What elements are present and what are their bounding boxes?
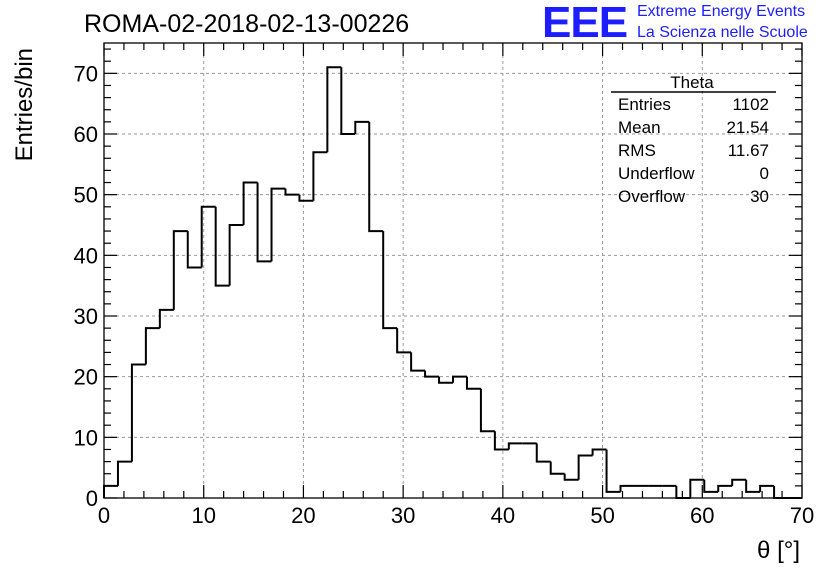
histogram-bin [731,478,747,486]
histogram-bin [284,188,300,196]
histogram-bin [270,187,286,262]
histogram-bin [619,484,635,492]
histogram-bin [438,376,453,384]
histogram-bin [116,460,132,486]
plot-frame [103,42,803,499]
histogram-bin [717,484,733,492]
histogram-bin [368,121,384,233]
stats-label-entries: Entries [618,95,671,114]
y-tick-label: 10 [74,425,98,450]
histogram-bin [759,484,775,492]
histogram-bin [452,375,467,383]
y-tick-label: 50 [74,183,98,208]
y-tick-label: 70 [74,61,98,86]
stats-title: Theta [670,73,714,92]
histogram-bin [103,484,118,498]
x-tick-label: 10 [191,503,215,528]
stats-value-overflow: 30 [750,187,769,206]
histogram-bin [214,206,230,287]
stats-label-underflow: Underflow [618,164,695,183]
y-tick-label: 30 [74,304,98,329]
histogram-bin [479,388,495,433]
histogram-bin [410,352,426,372]
brand-line-1: Extreme Energy Events [637,3,806,20]
histogram-bin [591,448,607,456]
brand-line-2: La Scienza nelle Scuole [637,24,808,41]
histogram-bin [703,479,719,493]
histogram-bin [563,473,579,481]
x-tick-label: 50 [590,503,614,528]
histogram-bin [172,230,188,310]
x-tick-label: 40 [491,503,515,528]
histogram-bin [507,442,523,450]
histogram-bin [773,485,789,499]
y-tick-label: 0 [86,486,98,511]
histogram-bin [158,308,174,329]
histogram-bin [340,67,356,135]
histogram-bin [312,151,328,201]
y-tick-label: 20 [74,365,98,390]
x-tick-label: 30 [391,503,415,528]
histogram-bin [130,363,146,462]
stats-label-rms: RMS [618,141,656,160]
histogram-bin [228,224,244,286]
histogram-bin [465,376,481,390]
y-axis-label: Entries/bin [11,48,38,161]
histogram-bin [577,454,593,480]
histogram-bin [605,449,621,493]
histogram-bin [493,431,509,451]
stats-value-entries: 1102 [732,95,769,114]
x-tick-label: 20 [291,503,315,528]
histogram-bin [298,194,314,202]
histogram-bin [144,327,160,365]
stats-value-mean: 21.54 [726,118,769,137]
histogram-bin [549,461,565,475]
histogram-bin [424,370,440,378]
x-axis-label: θ [°] [757,537,800,564]
stats-label-overflow: Overflow [618,187,686,206]
stats-value-rms: 11.67 [728,141,769,160]
x-tick-label: 60 [690,503,714,528]
histogram-bin [326,66,342,153]
histogram-bin [200,205,216,268]
histogram-series [103,66,802,499]
x-tick-label: 70 [790,503,814,528]
stats-value-underflow: 0 [760,164,769,183]
y-tick-label: 40 [74,243,98,268]
stats-box: Theta Entries 1102 Mean 21.54 RMS 11.67 … [611,73,776,206]
histogram-bin [396,328,412,354]
histogram-bin [256,182,272,263]
plot-title: ROMA-02-2018-02-13-00226 [84,10,410,38]
eee-logo: EEE [542,0,628,47]
histogram-bin [689,478,705,498]
y-tick-label: 60 [74,122,98,147]
grid [104,43,802,498]
histogram-bin [535,443,551,463]
x-tick-label: 0 [98,503,110,528]
histogram-bin [242,181,258,225]
stats-label-mean: Mean [618,118,661,137]
histogram-bin [382,231,398,330]
histogram-bin [354,120,370,134]
histogram-bin [186,231,202,269]
histogram-bin [675,485,691,499]
axis-ticks [103,43,803,499]
histogram-bin [745,479,761,493]
tick-labels: 0 10 20 30 40 50 60 70 0 10 20 30 40 50 60 70 [74,61,815,528]
